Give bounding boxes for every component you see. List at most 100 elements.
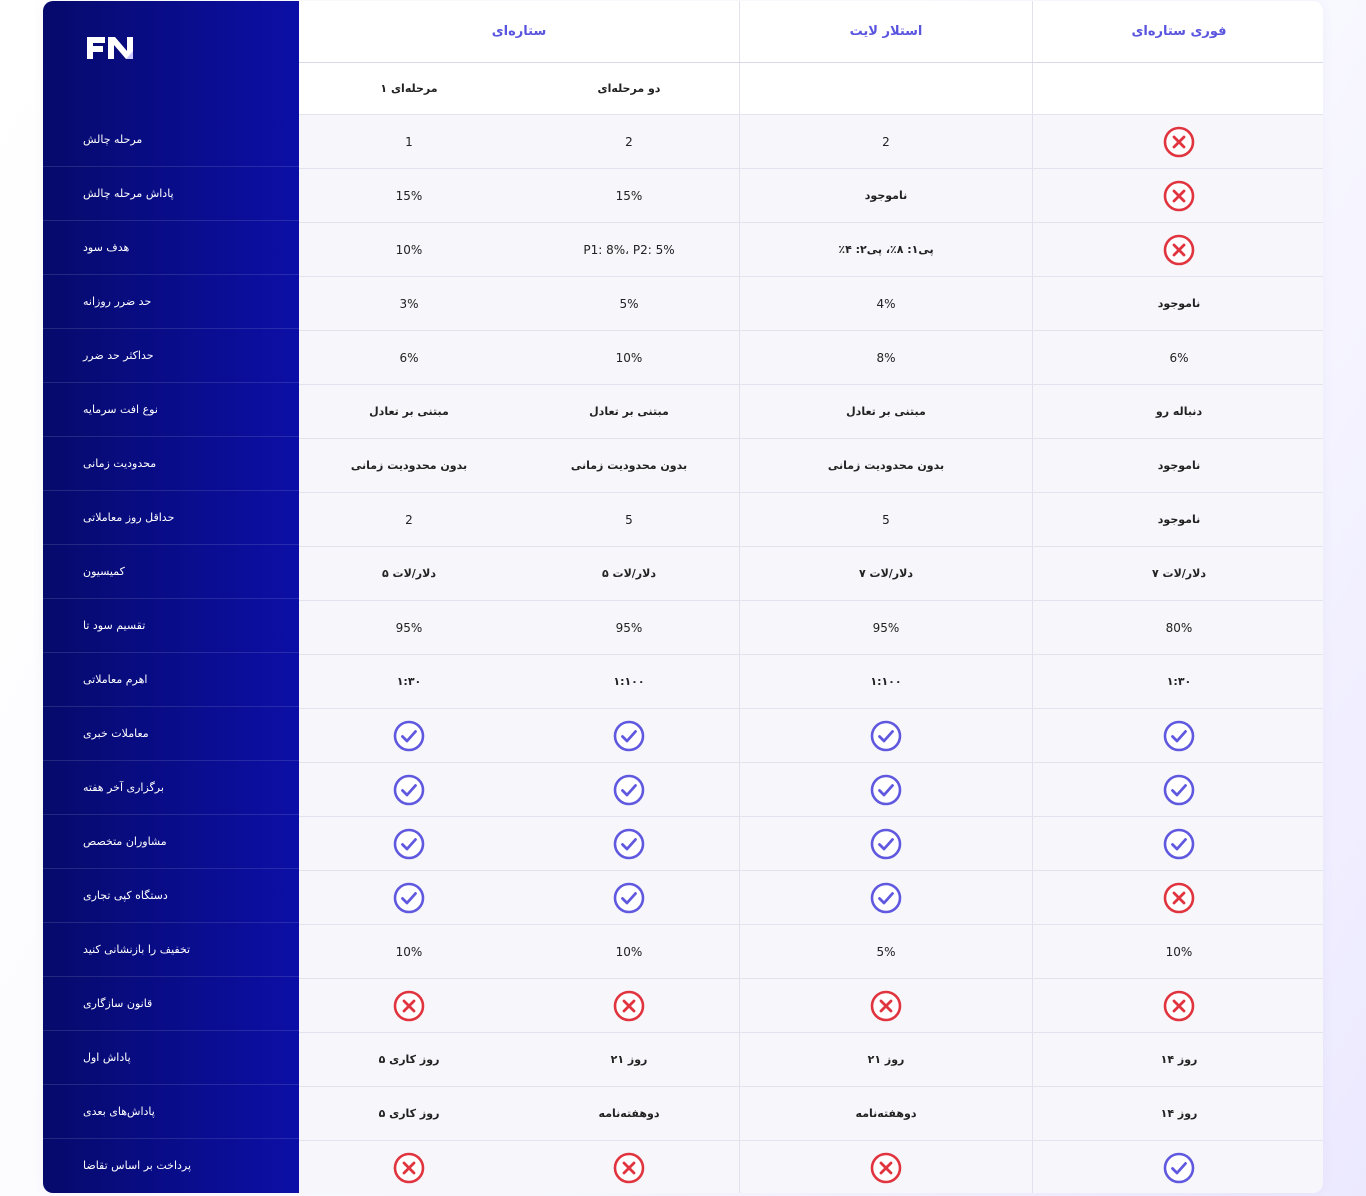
plan-header-stellar-lite: استلار لایت [739,1,1032,62]
plan-header-stellar: ستاره‌ای [491,24,547,39]
subplan-empty [739,63,1032,114]
check-icon [1163,720,1195,751]
cell-instant-stellar: روز ۱۴ [1032,1087,1323,1140]
cell-stellar-lite: 95% [739,601,1032,654]
table-row [299,978,1323,1032]
cell-stellar-lite: ٪پی۱: ۸٪، پی۲: ۴ [739,223,1032,276]
cell-stellar-lite: دوهفته‌نامه [739,1087,1032,1140]
cell-value: 10% [615,944,643,959]
cell-value: ناموجود [864,189,908,202]
cell-value: 6% [1169,350,1189,365]
cross-icon [613,990,645,1021]
cell-value: 95% [615,620,643,635]
cell-value: دنباله رو [1155,405,1203,418]
cell-stellar-lite: 5% [739,925,1032,978]
cell-value: 10% [1165,944,1193,959]
cell-one-step [299,817,519,870]
table-row: 1 2 2 [299,114,1323,168]
cell-value: روز کاری ۵ [378,1107,440,1120]
cell-two-step [519,817,739,870]
cell-instant-stellar [1032,763,1323,816]
cell-value: 8% [876,350,896,365]
row-label: پاداش اول [43,1031,299,1085]
cell-two-step: 95% [519,601,739,654]
plan-header-row: ستاره‌ای استلار لایت فوری ستاره‌ای [299,1,1323,63]
cell-value: روز ۱۴ [1160,1107,1198,1120]
cell-instant-stellar: ناموجود [1032,493,1323,546]
subplan-two-step: دو مرحله‌ای [597,82,661,95]
check-icon [1163,828,1195,859]
cell-stellar-lite: بدون محدودیت زمانی [739,439,1032,492]
cell-instant-stellar: دنباله رو [1032,385,1323,438]
cell-value: ناموجود [1157,459,1201,472]
table-row: 10% P1: 8%، P2: 5% ٪پی۱: ۸٪، پی۲: ۴ [299,222,1323,276]
cell-value: مبتنی بر تعادل [589,405,669,418]
cell-stellar-lite [739,763,1032,816]
cell-one-step: 10% [299,223,519,276]
cell-value: 15% [615,188,643,203]
cell-value: دوهفته‌نامه [598,1107,660,1120]
cell-value: دلار/لات ۵ [602,567,656,580]
row-label: کمیسیون [43,545,299,599]
cell-two-step: 2 [519,115,739,168]
cell-stellar-lite: ۱:۱۰۰ [739,655,1032,708]
cell-stellar-lite: روز ۲۱ [739,1033,1032,1086]
cell-instant-stellar: ناموجود [1032,277,1323,330]
cell-two-step [519,1141,739,1193]
subplan-one-step: مرحله‌ای ۱ [380,82,438,95]
cell-instant-stellar: 10% [1032,925,1323,978]
row-label: دستگاه کپی تجاری [43,869,299,923]
cross-icon [393,990,425,1021]
row-label: پرداخت بر اساس تقاضا [83,1159,192,1172]
check-icon [393,828,425,859]
cell-two-step: دوهفته‌نامه [519,1087,739,1140]
cell-value: 10% [395,242,423,257]
cell-value: روز کاری ۵ [378,1053,440,1066]
cell-stellar-lite: 5 [739,493,1032,546]
cell-value: روز ۲۱ [610,1053,648,1066]
cell-value: 5% [876,944,896,959]
cell-instant-stellar [1032,115,1323,168]
row-label: معاملات خبری [43,707,299,761]
cell-two-step: ۱:۱۰۰ [519,655,739,708]
cell-value: P1: 8%، P2: 5% [583,242,675,257]
row-labels-column: مرحله چالش پاداش مرحله چالش هدف سود حد ضرر … [43,1,299,1193]
cell-value: ۱:۱۰۰ [613,675,645,688]
table-row: 95% 95% 95% 80% [299,600,1323,654]
cell-two-step: 10% [519,925,739,978]
cell-instant-stellar: 80% [1032,601,1323,654]
cell-value: 3% [399,296,419,311]
cell-value: 1 [405,134,413,149]
cell-instant-stellar [1032,223,1323,276]
row-label: مشاوران متخصص [43,815,299,869]
cross-icon [393,1152,425,1183]
cell-one-step: دلار/لات ۵ [299,547,519,600]
row-label: هدف سود [43,221,299,275]
cell-two-step: مبتنی بر تعادل [519,385,739,438]
cell-one-step [299,871,519,924]
cell-stellar-lite: 2 [739,115,1032,168]
cell-stellar-lite: 4% [739,277,1032,330]
check-icon [870,828,902,859]
cell-value: 95% [872,620,900,635]
table-row: بدون محدودیت زمانی بدون محدودیت زمانی بدون… [299,438,1323,492]
table-row: 6% 10% 8% 6% [299,330,1323,384]
cross-icon [870,1152,902,1183]
check-icon [870,774,902,805]
cell-value: روز ۲۱ [867,1053,905,1066]
cell-two-step: 10% [519,331,739,384]
cell-value: دلار/لات ۷ [859,567,913,580]
cell-value: ناموجود [1157,513,1201,526]
cell-value: دلار/لات ۵ [382,567,436,580]
cell-one-step [299,1141,519,1193]
table-row: روز کاری ۵ روز ۲۱ روز ۲۱ روز ۱۴ [299,1032,1323,1086]
table-row [299,762,1323,816]
table-body: 1 2 2 15% 15% ناموجود 10% P1: 8%، P2: 5% ٪پی۱: ۸… [299,114,1323,1193]
cell-value: ناموجود [1157,297,1201,310]
cell-stellar-lite [739,817,1032,870]
cell-two-step [519,763,739,816]
cell-instant-stellar [1032,709,1323,762]
row-label: حد ضرر روزانه [43,275,299,329]
table-row: 15% 15% ناموجود [299,168,1323,222]
table-row: 2 5 5 ناموجود [299,492,1323,546]
